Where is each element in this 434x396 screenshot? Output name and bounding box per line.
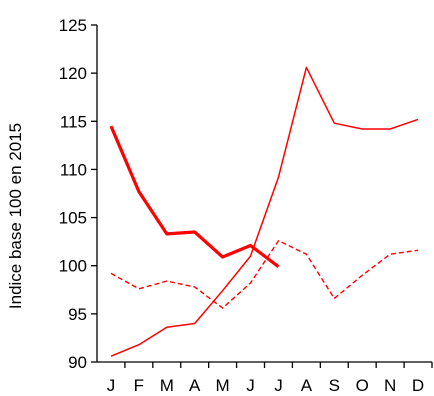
x-tick-label: J	[246, 376, 255, 395]
y-tick-label: 95	[68, 305, 87, 324]
y-tick-label: 115	[60, 112, 87, 131]
series-line-dashed	[110, 239, 419, 309]
x-tick-label: M	[160, 376, 174, 395]
x-tick-label: A	[189, 376, 201, 395]
series-line-solid-thin	[110, 66, 419, 357]
y-tick-label: 120	[59, 64, 87, 83]
y-tick-label: 90	[68, 353, 87, 372]
x-tick-label: O	[356, 376, 369, 395]
x-tick-label: N	[384, 376, 396, 395]
y-tick-label: 100	[59, 257, 87, 276]
x-tick-label: J	[107, 376, 116, 395]
x-tick-label: S	[329, 376, 340, 395]
series-layer	[109, 66, 419, 357]
x-tick-label: J	[274, 376, 283, 395]
x-tick-label: F	[134, 376, 144, 395]
x-tick-label: A	[301, 376, 313, 395]
x-tick-label: D	[412, 376, 424, 395]
y-axis-ticks: 90 95 100 105 110 115 120 125	[59, 16, 97, 372]
x-tick-label: M	[216, 376, 230, 395]
y-tick-label: 105	[59, 209, 87, 228]
y-tick-label: 125	[59, 16, 87, 35]
series-line-solid-thick	[109, 125, 280, 268]
y-axis-title: Indice base 100 en 2015	[6, 123, 25, 309]
y-tick-label: 110	[60, 160, 87, 179]
